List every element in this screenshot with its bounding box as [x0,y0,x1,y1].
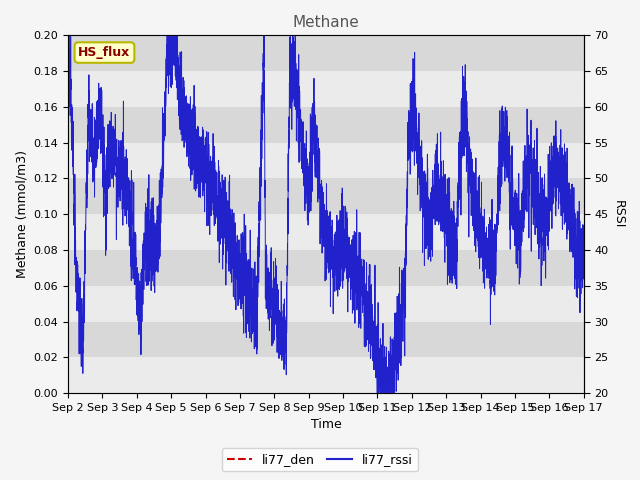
Legend: li77_den, li77_rssi: li77_den, li77_rssi [222,448,418,471]
Bar [68,107,584,143]
Bar [68,214,584,250]
Y-axis label: RSSI: RSSI [612,200,625,228]
Bar [68,322,584,357]
Bar [68,179,584,214]
Title: Methane: Methane [292,15,359,30]
Text: HS_flux: HS_flux [78,46,131,59]
Bar [68,71,584,107]
Bar [68,36,584,71]
Bar [68,143,584,179]
Bar [68,250,584,286]
X-axis label: Time: Time [310,419,341,432]
Y-axis label: Methane (mmol/m3): Methane (mmol/m3) [15,150,28,278]
Bar [68,357,584,393]
Bar [68,286,584,322]
